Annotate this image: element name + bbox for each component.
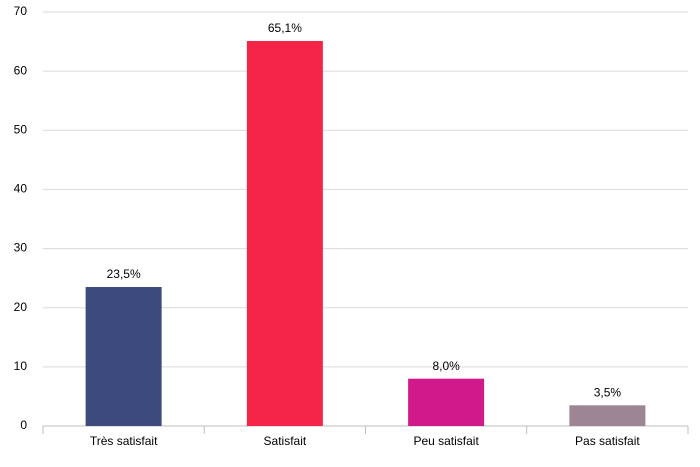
x-tick-label: Satisfait: [264, 434, 307, 448]
y-tick-label: 40: [14, 182, 28, 196]
value-label: 8,0%: [432, 359, 460, 373]
bar: [408, 378, 485, 426]
bar: [246, 40, 323, 426]
y-tick-label: 50: [14, 122, 28, 136]
x-tick-label: Peu satisfait: [413, 434, 479, 448]
x-tick-label: Très satisfait: [90, 434, 158, 448]
y-tick-label: 10: [14, 359, 28, 373]
y-tick-label: 20: [14, 300, 28, 314]
y-tick-label: 30: [14, 241, 28, 255]
value-label: 3,5%: [594, 385, 622, 399]
value-label: 23,5%: [107, 267, 141, 281]
value-label: 65,1%: [268, 21, 302, 35]
bar: [569, 405, 646, 426]
y-tick-label: 60: [14, 63, 28, 77]
bar: [85, 287, 162, 426]
y-tick-label: 70: [14, 4, 28, 18]
y-tick-label: 0: [20, 418, 27, 432]
x-tick-label: Pas satisfait: [575, 434, 640, 448]
